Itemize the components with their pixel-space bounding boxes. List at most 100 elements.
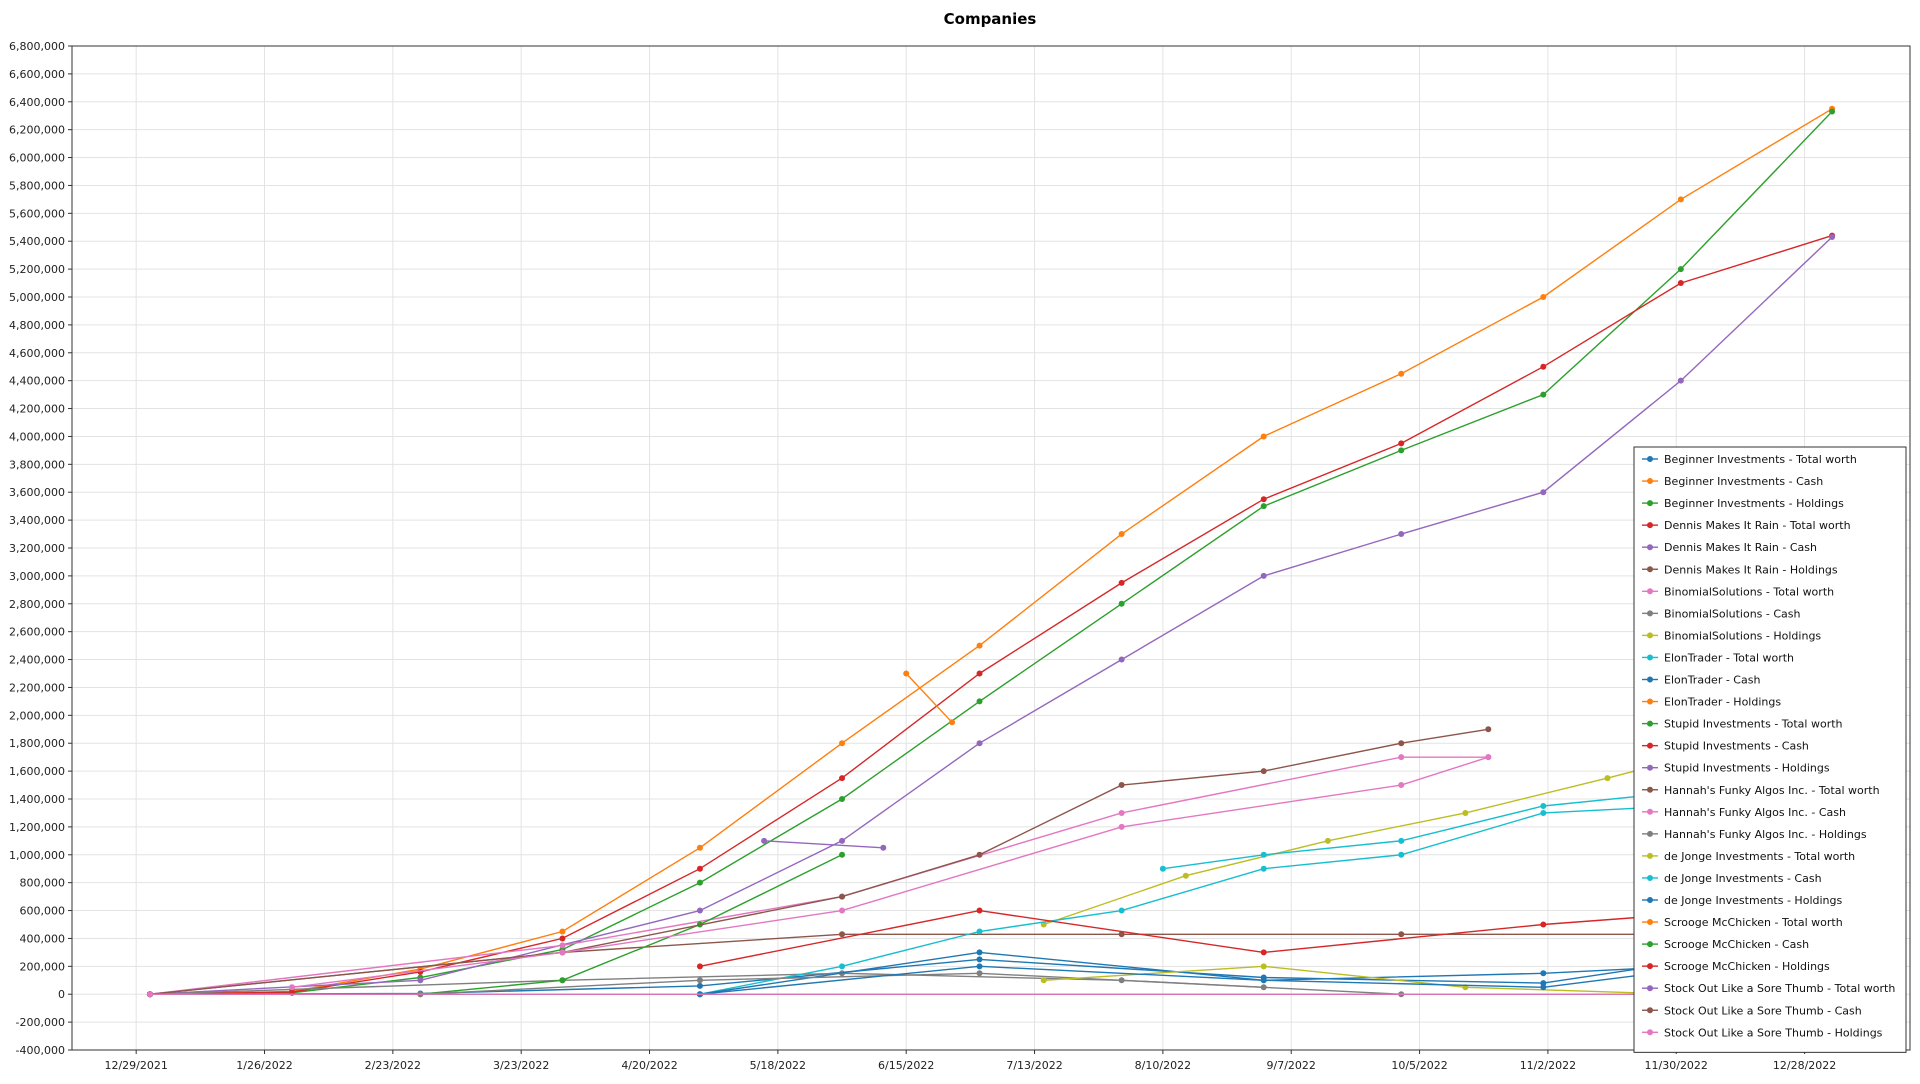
series-point — [289, 984, 296, 991]
legend-item: Hannah's Funky Algos Inc. - Total worth — [1642, 784, 1880, 797]
series-point — [1677, 280, 1684, 287]
x-tick-label: 8/10/2022 — [1135, 1059, 1191, 1072]
series-point — [1118, 782, 1125, 789]
series-point — [1118, 823, 1125, 830]
y-tick-label: 2,800,000 — [9, 598, 65, 611]
series-19 — [1159, 789, 1684, 872]
series-point — [949, 719, 956, 726]
series-point — [559, 942, 566, 949]
series-point — [976, 851, 983, 858]
series-point — [1540, 970, 1547, 977]
legend-label: ElonTrader - Cash — [1664, 674, 1760, 687]
series-8 — [1040, 751, 1703, 928]
legend-swatch-marker — [1647, 676, 1653, 683]
y-tick-label: 5,000,000 — [9, 291, 65, 304]
y-tick-label: 3,400,000 — [9, 514, 65, 527]
series-point — [1540, 802, 1547, 809]
series-point — [417, 977, 424, 984]
series-point — [1260, 496, 1267, 503]
series-1 — [146, 105, 1836, 998]
legend-item: Beginner Investments - Total worth — [1642, 453, 1857, 466]
series-point — [1398, 740, 1405, 747]
x-tick-label: 2/23/2022 — [365, 1059, 421, 1072]
legend-label: Stupid Investments - Cash — [1664, 740, 1809, 753]
legend-swatch-marker — [1647, 941, 1653, 948]
legend-swatch-marker — [1647, 985, 1653, 992]
legend-swatch-marker — [1647, 897, 1653, 903]
legend-item: Dennis Makes It Rain - Holdings — [1642, 563, 1838, 576]
legend-item: BinomialSolutions - Cash — [1642, 607, 1801, 620]
series-point — [1182, 872, 1189, 879]
series-26 — [146, 991, 1826, 998]
legend-swatch-marker — [1647, 808, 1653, 815]
series-point — [839, 740, 846, 747]
series-point — [976, 642, 983, 649]
series-point — [976, 670, 983, 677]
legend-item: BinomialSolutions - Total worth — [1642, 585, 1834, 598]
series-point — [976, 907, 983, 914]
legend-label: BinomialSolutions - Cash — [1664, 607, 1801, 620]
legend-swatch-marker — [1647, 654, 1653, 661]
series-point — [1829, 108, 1836, 115]
series-11 — [903, 670, 956, 726]
x-tick-label: 11/30/2022 — [1645, 1059, 1708, 1072]
legend-swatch-marker — [1647, 919, 1653, 926]
x-tick-label: 5/18/2022 — [750, 1059, 806, 1072]
y-tick-label: 1,200,000 — [9, 821, 65, 834]
y-tick-label: 5,600,000 — [9, 207, 65, 220]
legend-label: Stupid Investments - Total worth — [1664, 718, 1843, 731]
legend-item: Scrooge McChicken - Holdings — [1642, 960, 1830, 973]
series-point — [1398, 531, 1405, 538]
y-tick-label: 1,600,000 — [9, 765, 65, 778]
legend-swatch-marker — [1647, 852, 1653, 859]
legend-label: Beginner Investments - Total worth — [1664, 453, 1857, 466]
legend-swatch-marker — [1647, 566, 1653, 573]
legend-swatch-marker — [1647, 478, 1653, 485]
series-point — [1462, 809, 1469, 816]
y-tick-label: 2,400,000 — [9, 654, 65, 667]
series-line — [149, 234, 1833, 995]
series-0 — [146, 938, 1826, 998]
series-16 — [289, 754, 1492, 991]
series-point — [976, 963, 983, 970]
y-tick-label: 6,000,000 — [9, 152, 65, 165]
series-14 — [761, 837, 887, 851]
legend-label: ElonTrader - Holdings — [1664, 696, 1781, 709]
series-point — [1485, 754, 1492, 761]
series-line — [699, 805, 1681, 995]
y-tick-label: 4,400,000 — [9, 375, 65, 388]
series-point — [1398, 837, 1405, 844]
legend-label: Hannah's Funky Algos Inc. - Cash — [1664, 806, 1846, 819]
series-point — [839, 796, 846, 802]
legend-swatch-marker — [1647, 632, 1653, 639]
legend-item: Stock Out Like a Sore Thumb - Total wort… — [1642, 982, 1895, 995]
legend-swatch-marker — [1647, 456, 1653, 462]
series-point — [1118, 656, 1125, 663]
legend-label: Stupid Investments - Holdings — [1664, 762, 1830, 775]
series-point — [1260, 768, 1267, 775]
legend-item: de Jonge Investments - Holdings — [1642, 894, 1842, 907]
y-tick-label: 400,000 — [20, 932, 66, 945]
plot-frame — [71, 45, 1911, 1051]
legend-swatch-marker — [1647, 544, 1653, 551]
series-point — [839, 851, 846, 858]
series-point — [839, 963, 846, 970]
series-point — [1540, 980, 1547, 987]
legend-label: BinomialSolutions - Total worth — [1664, 585, 1834, 598]
series-point — [1540, 489, 1547, 496]
series-15 — [146, 726, 1492, 998]
series-point — [1540, 809, 1547, 816]
series-point — [559, 949, 566, 956]
series-line — [149, 728, 1489, 995]
series-point — [1398, 931, 1405, 938]
series-point — [839, 931, 846, 938]
legend-item: Stupid Investments - Cash — [1642, 740, 1809, 753]
legend-item: Hannah's Funky Algos Inc. - Holdings — [1642, 828, 1867, 841]
series-point — [559, 977, 566, 984]
series-point — [903, 670, 910, 677]
x-tick-label: 3/23/2022 — [493, 1059, 549, 1072]
y-tick-label: 6,800,000 — [9, 40, 65, 53]
series-point — [1324, 837, 1331, 844]
series-point — [1260, 433, 1267, 440]
